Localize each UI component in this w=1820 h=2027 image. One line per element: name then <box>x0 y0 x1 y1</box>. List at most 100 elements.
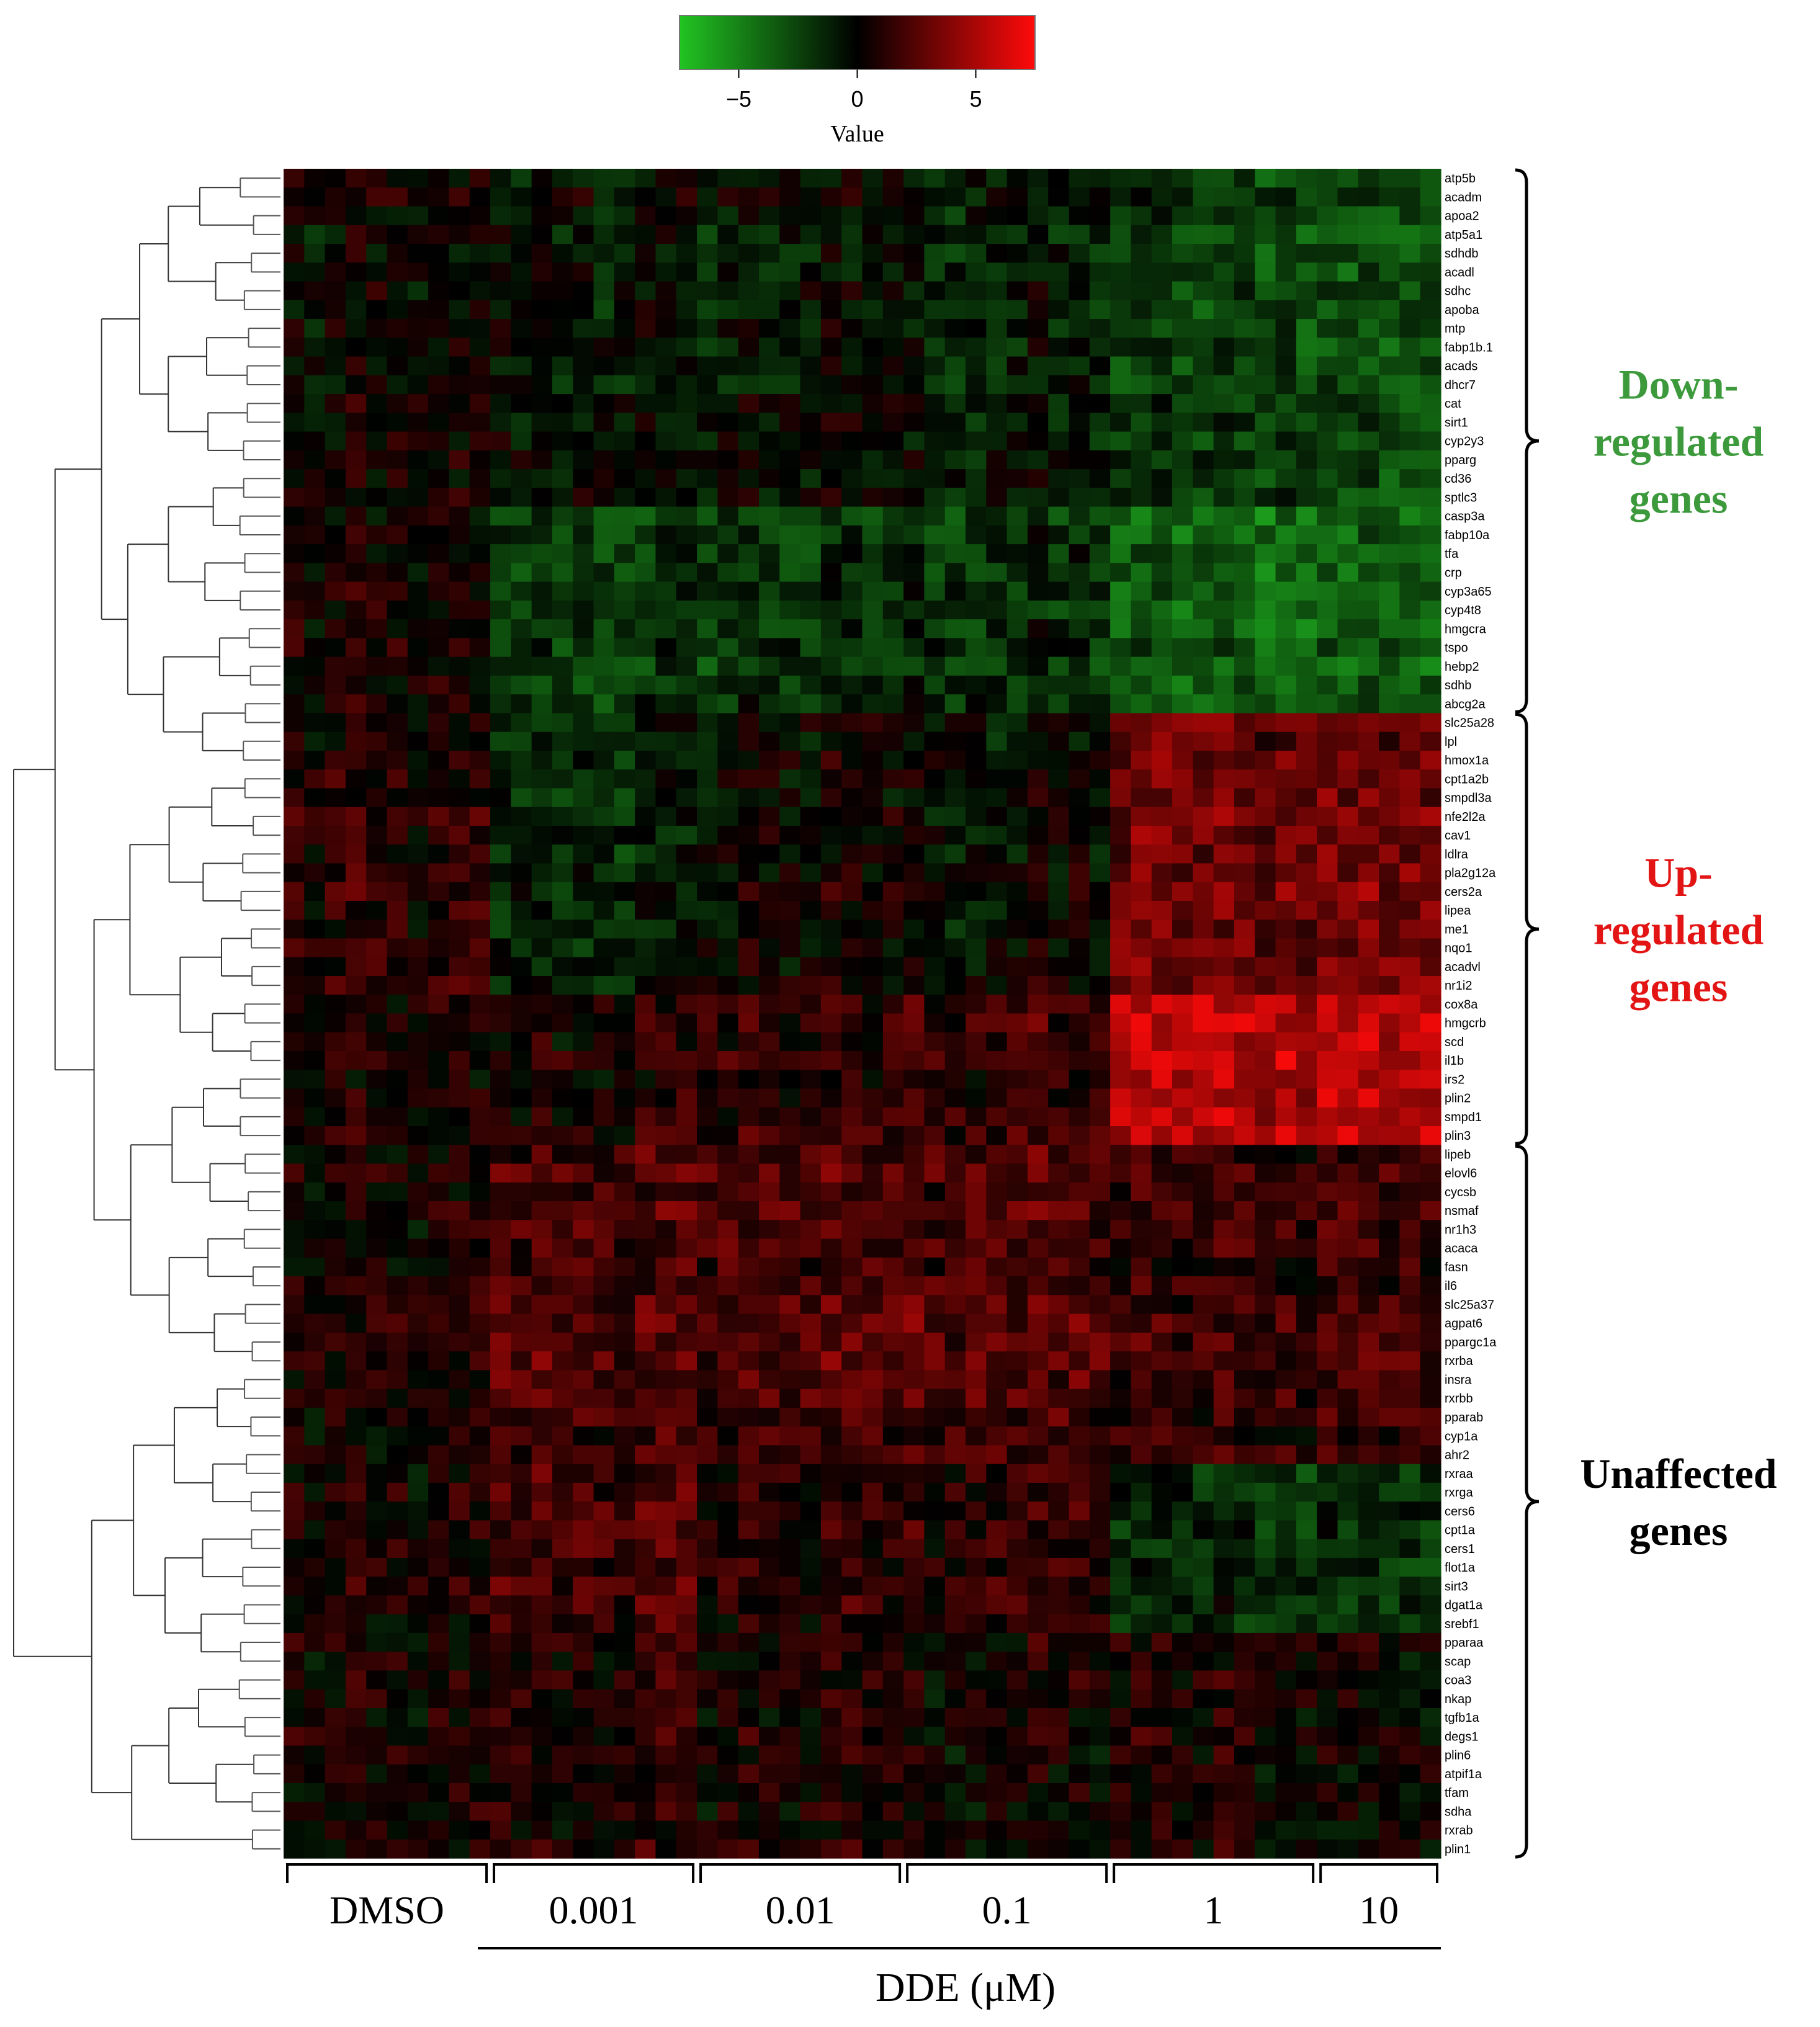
heatmap-cell <box>800 1014 822 1033</box>
heatmap-cell <box>511 713 532 732</box>
heatmap-cell <box>1255 1239 1276 1258</box>
heatmap-cell <box>387 882 408 902</box>
heatmap-cell <box>1069 657 1090 676</box>
heatmap-cell <box>986 1051 1007 1070</box>
heatmap-cell <box>759 1595 780 1614</box>
heatmap-cell <box>449 1201 470 1220</box>
heatmap-cell <box>573 694 594 714</box>
heatmap-cell <box>655 507 676 526</box>
heatmap-cell <box>614 1070 635 1089</box>
heatmap-cell <box>821 1276 842 1295</box>
heatmap-cell <box>966 394 987 413</box>
heatmap-cell <box>1007 375 1028 395</box>
heatmap-cell <box>573 657 594 676</box>
heatmap-cell <box>1420 1464 1441 1483</box>
heatmap-cell <box>1420 1539 1441 1559</box>
heatmap-cell <box>1152 1239 1173 1258</box>
heatmap-cell <box>655 844 676 864</box>
heatmap-cell <box>1048 1408 1069 1427</box>
heatmap-cell <box>1296 1652 1317 1671</box>
heatmap-cell <box>924 638 945 657</box>
heatmap-cell <box>449 1652 470 1671</box>
heatmap-cell <box>511 507 532 526</box>
heatmap-cell <box>346 1389 367 1408</box>
heatmap-cell <box>800 1408 822 1427</box>
heatmap-cell <box>1255 920 1276 939</box>
heatmap-cell <box>470 375 491 395</box>
heatmap-cell <box>1214 788 1235 807</box>
heatmap-cell <box>614 676 635 695</box>
heatmap-cell <box>676 1408 697 1427</box>
heatmap-cell <box>1007 450 1028 470</box>
heatmap-cell <box>635 507 656 526</box>
heatmap-cell <box>986 1351 1007 1371</box>
heatmap-cell <box>738 469 760 488</box>
heatmap-cell <box>304 995 325 1014</box>
heatmap-cell <box>1110 526 1131 545</box>
heatmap-cell <box>284 507 305 526</box>
heatmap-cell <box>1337 976 1358 995</box>
heatmap-cell <box>614 1314 635 1333</box>
heatmap-cell <box>635 1501 656 1521</box>
heatmap-cell <box>883 1333 904 1352</box>
heatmap-cell <box>1296 882 1317 902</box>
heatmap-cell <box>1214 957 1235 977</box>
heatmap-cell <box>1090 1633 1111 1652</box>
heatmap-cell <box>408 300 429 320</box>
heatmap-cell <box>1214 1670 1235 1689</box>
heatmap-cell <box>614 469 635 488</box>
heatmap-cell <box>738 1652 760 1671</box>
heatmap-cell <box>428 694 449 714</box>
heatmap-cell <box>346 1745 367 1765</box>
heatmap-cell <box>1069 207 1090 226</box>
heatmap-cell <box>1152 826 1173 845</box>
heatmap-cell <box>1152 450 1173 470</box>
heatmap-cell <box>1255 1614 1276 1634</box>
heatmap-cell <box>428 1145 449 1164</box>
heatmap-cell <box>511 1089 532 1108</box>
heatmap-cell <box>325 1070 346 1089</box>
heatmap-cell <box>945 938 966 957</box>
heatmap-cell <box>1131 1426 1152 1446</box>
heatmap-cell <box>841 1595 863 1614</box>
heatmap-cell <box>387 1314 408 1333</box>
heatmap-cell <box>1131 1220 1152 1239</box>
heatmap-cell <box>1296 1183 1317 1202</box>
heatmap-cell <box>366 901 387 920</box>
heatmap-cell <box>552 1333 573 1352</box>
heatmap-cell <box>635 769 656 789</box>
heatmap-cell <box>966 938 987 957</box>
heatmap-cell <box>552 1689 573 1709</box>
heatmap-cell <box>366 732 387 751</box>
heatmap-cell <box>676 1314 697 1333</box>
heatmap-cell <box>325 1464 346 1483</box>
heatmap-cell <box>1379 769 1400 789</box>
heatmap-cell <box>1193 357 1214 376</box>
heatmap-cell <box>1399 920 1420 939</box>
heatmap-cell <box>304 262 325 282</box>
heatmap-cell <box>573 619 594 638</box>
heatmap-cell <box>366 169 387 188</box>
heatmap-cell <box>1379 732 1400 751</box>
heatmap-cell <box>655 1426 676 1446</box>
heatmap-cell <box>1317 769 1338 789</box>
heatmap-cell <box>532 187 553 207</box>
heatmap-cell <box>614 207 635 226</box>
heatmap-cell <box>1317 469 1338 488</box>
heatmap-cell <box>883 394 904 413</box>
heatmap-cell <box>924 225 945 244</box>
heatmap-cell <box>841 1351 863 1371</box>
heatmap-cell <box>366 1652 387 1671</box>
heatmap-cell <box>759 1370 780 1389</box>
heatmap-cell <box>1090 601 1111 620</box>
heatmap-cell <box>387 938 408 957</box>
heatmap-cell <box>717 207 738 226</box>
heatmap-cell <box>428 338 449 357</box>
heatmap-cell <box>490 676 511 695</box>
heatmap-cell <box>470 450 491 470</box>
heatmap-cell <box>552 957 573 977</box>
heatmap-cell <box>1337 826 1358 845</box>
heatmap-cell <box>738 657 760 676</box>
heatmap-cell <box>1337 1089 1358 1108</box>
heatmap-cell <box>1172 1220 1193 1239</box>
